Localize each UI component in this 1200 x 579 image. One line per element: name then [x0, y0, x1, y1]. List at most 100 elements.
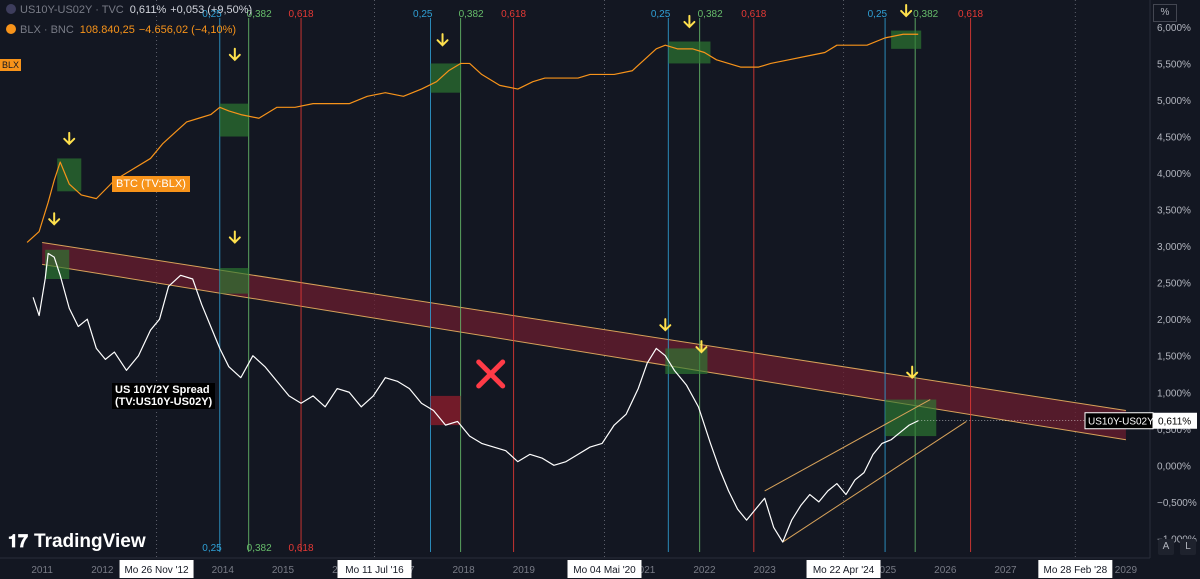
tradingview-logo-icon: 𝟏𝟕 — [8, 531, 29, 551]
x-tick-14: 2026 — [934, 565, 957, 576]
fib-label-top-3-v0382: 0,382 — [913, 9, 938, 20]
auto-scale-button[interactable]: A — [1158, 539, 1174, 555]
wedge-lower-line — [782, 421, 967, 543]
blx-scale-tag: BLX — [0, 59, 22, 71]
fib-label-top-2-v0382: 0,382 — [698, 9, 723, 20]
x-tick-7: 2019 — [513, 565, 536, 576]
x-tick-2: 2014 — [212, 565, 235, 576]
btc-symbol-icon — [6, 24, 16, 34]
green-box-3 — [668, 41, 711, 64]
legend-spread[interactable]: US10Y-US02Y · TVC 0,611% +0,053 (+9,50%) — [6, 4, 252, 16]
fib-label-top-1-v0618: 0,618 — [501, 9, 526, 20]
btc-series-line — [26, 33, 919, 243]
y-tick-6: 3,000% — [1157, 242, 1191, 253]
spread-series-line — [32, 252, 919, 543]
down-arrow-icon-8 — [695, 340, 708, 354]
fib-label-top-0-v0618: 0,618 — [289, 9, 314, 20]
y-tick-10: 1,000% — [1157, 388, 1191, 399]
log-scale-button[interactable]: L — [1180, 539, 1196, 555]
percent-scale-button[interactable]: % — [1153, 4, 1177, 22]
spread-symbol-icon — [6, 4, 16, 14]
spread-symbol: US10Y-US02Y · TVC — [20, 4, 124, 16]
date-tag-box-2 — [567, 560, 642, 578]
fib-label-top-3-v025: 0,25 — [868, 9, 888, 20]
spread-value: 0,611% — [129, 4, 167, 16]
y-tick-4: 4,000% — [1157, 169, 1191, 180]
down-arrow-icon-6 — [228, 230, 241, 244]
green-box-4 — [891, 30, 922, 49]
date-tag-box-1 — [337, 560, 412, 578]
price-axis-bg — [1150, 0, 1200, 579]
spread-series-label: US 10Y/2Y Spread (TV:US10Y-US02Y) — [112, 383, 216, 409]
price-tag-symbol: US10Y-US02Y — [1088, 417, 1154, 428]
x-tick-11: 2023 — [754, 565, 777, 576]
y-tick-5: 3,500% — [1157, 206, 1191, 217]
date-tag-label-4: Mo 28 Feb '28 — [1044, 565, 1108, 576]
down-arrow-icon-5 — [48, 212, 61, 226]
down-arrow-icon-3 — [683, 14, 696, 29]
green-box-2 — [430, 63, 461, 93]
fib-label-top-0-v0382: 0,382 — [247, 9, 272, 20]
price-tag-value-box — [1153, 412, 1197, 429]
down-arrow-icon-0 — [63, 131, 76, 146]
date-tag-label-3: Mo 22 Apr '24 — [813, 565, 875, 576]
down-arrow-icon-4 — [900, 3, 913, 18]
fib-label-top-0-v025: 0,25 — [202, 9, 222, 20]
date-tag-box-3 — [806, 560, 881, 578]
green-box-7 — [665, 348, 708, 374]
y-tick-14: −1,000% — [1157, 534, 1197, 545]
y-tick-13: −0,500% — [1157, 498, 1197, 509]
down-arrow-icon-1 — [228, 47, 241, 62]
green-box-8 — [885, 399, 937, 437]
y-tick-11: 0,500% — [1157, 425, 1191, 436]
x-tick-3: 2015 — [272, 565, 295, 576]
x-tick-17: 2029 — [1115, 565, 1138, 576]
fib-label-bottom-v025: 0,25 — [202, 543, 222, 554]
y-tick-9: 1,500% — [1157, 352, 1191, 363]
y-tick-0: 6,000% — [1157, 23, 1191, 34]
spread-change: +0,053 (+9,50%) — [170, 4, 253, 16]
fib-label-top-1-v025: 0,25 — [413, 9, 433, 20]
btc-value: 108.840,25 — [79, 24, 135, 36]
x-tick-13: 2025 — [874, 565, 897, 576]
x-tick-15: 2027 — [994, 565, 1017, 576]
y-tick-3: 4,500% — [1157, 133, 1191, 144]
x-tick-1: 2012 — [91, 565, 114, 576]
fib-label-bottom-v0618: 0,618 — [289, 543, 314, 554]
btc-change: −4.656,02 (−4,10%) — [138, 24, 237, 36]
red-cross-icon — [476, 359, 506, 389]
y-tick-8: 2,000% — [1157, 315, 1191, 326]
channel-bottom-line — [42, 263, 1126, 441]
y-tick-1: 5,500% — [1157, 59, 1191, 70]
date-tag-box-4 — [1038, 560, 1113, 578]
channel-band — [42, 242, 1126, 440]
date-tag-label-2: Mo 04 Mai '20 — [573, 565, 636, 576]
tradingview-logo: 𝟏𝟕 TradingView — [8, 531, 146, 553]
date-tag-box-0 — [119, 560, 194, 578]
x-tick-9: 2021 — [633, 565, 656, 576]
x-tick-6: 2018 — [452, 565, 475, 576]
x-tick-10: 2022 — [693, 565, 716, 576]
red-box — [430, 395, 461, 426]
fib-label-top-2-v0618: 0,618 — [741, 9, 766, 20]
down-arrow-icon-7 — [659, 318, 672, 332]
date-tag-label-0: Mo 26 Nov '12 — [124, 565, 189, 576]
spread-label-line1: US 10Y/2Y Spread — [115, 384, 210, 396]
logo-text: TradingView — [34, 531, 146, 552]
y-tick-12: 0,000% — [1157, 461, 1191, 472]
fib-label-top-2-v025: 0,25 — [651, 9, 671, 20]
wedge-upper-line — [764, 399, 931, 492]
spread-label-line2: (TV:US10Y-US02Y) — [115, 396, 213, 408]
date-tag-label-1: Mo 11 Jul '16 — [345, 565, 404, 576]
legend-btc[interactable]: BLX · BNC 108.840,25 −4.656,02 (−4,10%) — [6, 24, 236, 36]
down-arrow-icon-2 — [436, 33, 449, 47]
price-tag-value: 0,611% — [1158, 417, 1191, 428]
y-tick-7: 2,500% — [1157, 279, 1191, 290]
btc-series-label: BTC (TV:BLX) — [112, 176, 190, 192]
down-arrow-icon-9 — [906, 365, 919, 380]
green-box-6 — [219, 268, 249, 294]
fib-label-bottom-v0382: 0,382 — [247, 543, 272, 554]
y-tick-2: 5,000% — [1157, 96, 1191, 107]
btc-symbol: BLX · BNC — [20, 24, 74, 36]
